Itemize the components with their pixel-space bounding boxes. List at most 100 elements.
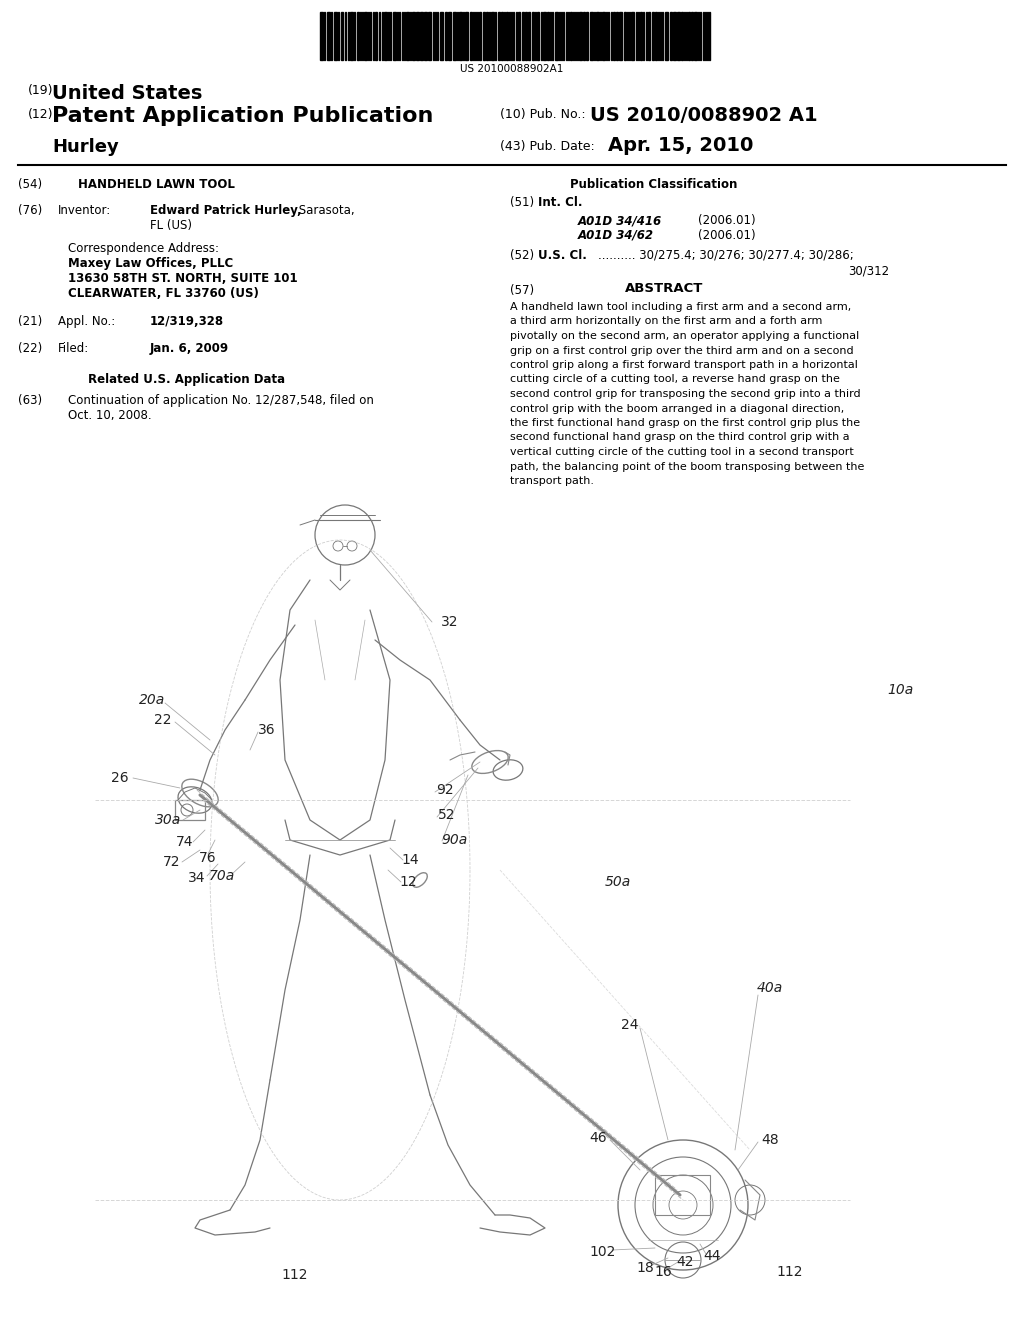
Text: a third arm horizontally on the first arm and a forth arm: a third arm horizontally on the first ar… [510, 317, 822, 326]
Text: 22: 22 [155, 713, 172, 727]
Text: 24: 24 [622, 1018, 639, 1032]
Text: 12/319,328: 12/319,328 [150, 315, 224, 327]
Text: 76: 76 [200, 851, 217, 865]
Text: (52): (52) [510, 249, 535, 261]
Text: Appl. No.:: Appl. No.: [58, 315, 116, 327]
Bar [655, 12, 657, 59]
Bar [327, 12, 330, 59]
Text: (76): (76) [18, 205, 42, 216]
Text: 48: 48 [761, 1133, 779, 1147]
Text: Patent Application Publication: Patent Application Publication [52, 106, 433, 125]
Bar [596, 12, 599, 59]
Bar [532, 12, 534, 59]
Text: A handheld lawn tool including a first arm and a second arm,: A handheld lawn tool including a first a… [510, 302, 851, 312]
Text: control grip with the boom arranged in a diagonal direction,: control grip with the boom arranged in a… [510, 404, 844, 413]
Text: ABSTRACT: ABSTRACT [625, 282, 703, 294]
Text: 44: 44 [703, 1249, 721, 1263]
Text: 72: 72 [163, 855, 181, 869]
Text: US 20100088902A1: US 20100088902A1 [461, 63, 563, 74]
Text: 70a: 70a [209, 869, 236, 883]
Bar [586, 12, 588, 59]
Text: pivotally on the second arm, an operator applying a functional: pivotally on the second arm, an operator… [510, 331, 859, 341]
Bar [590, 12, 593, 59]
Text: Continuation of application No. 12/287,548, filed on: Continuation of application No. 12/287,5… [68, 393, 374, 407]
Text: Maxey Law Offices, PLLC: Maxey Law Offices, PLLC [68, 257, 233, 271]
Bar [319, 12, 323, 59]
Text: 42: 42 [676, 1255, 693, 1269]
Text: Inventor:: Inventor: [58, 205, 112, 216]
Text: (19): (19) [28, 84, 53, 96]
Bar [691, 12, 693, 59]
Text: path, the balancing point of the boom transposing between the: path, the balancing point of the boom tr… [510, 462, 864, 471]
Text: U.S. Cl.: U.S. Cl. [538, 249, 587, 261]
Bar [528, 12, 530, 59]
Bar [384, 12, 387, 59]
Bar [640, 12, 642, 59]
Bar [453, 12, 456, 59]
Text: transport path.: transport path. [510, 477, 594, 486]
Text: 92: 92 [436, 783, 454, 797]
Bar [420, 12, 423, 59]
Text: United States: United States [52, 84, 203, 103]
Bar [652, 12, 654, 59]
Text: Apr. 15, 2010: Apr. 15, 2010 [608, 136, 754, 154]
Bar [412, 12, 415, 59]
Text: 30/312: 30/312 [848, 265, 889, 279]
Bar [579, 12, 582, 59]
Text: A01D 34/62: A01D 34/62 [578, 228, 654, 242]
Bar [406, 12, 409, 59]
Text: CLEARWATER, FL 33760 (US): CLEARWATER, FL 33760 (US) [68, 286, 259, 300]
Bar [175, 800, 205, 820]
Text: the first functional hand grasp on the first control grip plus the: the first functional hand grasp on the f… [510, 418, 860, 428]
Bar [465, 12, 468, 59]
Text: 112: 112 [777, 1265, 803, 1279]
Text: 14: 14 [401, 853, 419, 867]
Bar [670, 12, 672, 59]
Bar [445, 12, 447, 59]
Text: second control grip for transposing the second grip into a third: second control grip for transposing the … [510, 389, 860, 399]
Bar [486, 12, 488, 59]
Text: 12: 12 [399, 875, 417, 888]
Bar [479, 12, 481, 59]
Text: Filed:: Filed: [58, 342, 89, 355]
Text: Jan. 6, 2009: Jan. 6, 2009 [150, 342, 229, 355]
Bar [570, 12, 572, 59]
Bar [428, 12, 431, 59]
Bar [364, 12, 367, 59]
Bar [459, 12, 462, 59]
Bar [470, 12, 472, 59]
Bar [357, 12, 359, 59]
Text: Publication Classification: Publication Classification [570, 178, 737, 191]
Bar [688, 12, 690, 59]
Text: 112: 112 [282, 1269, 308, 1282]
Bar [624, 12, 626, 59]
Bar [449, 12, 451, 59]
Bar [618, 12, 622, 59]
Text: 50a: 50a [605, 875, 631, 888]
Text: Hurley: Hurley [52, 139, 119, 156]
Text: (12): (12) [28, 108, 53, 121]
Bar [681, 12, 683, 59]
Text: (2006.01): (2006.01) [698, 214, 756, 227]
Bar [501, 12, 503, 59]
Text: 52: 52 [438, 808, 456, 822]
Bar [613, 12, 615, 59]
Text: 30a: 30a [155, 813, 181, 828]
Bar [677, 12, 680, 59]
Text: A01D 34/416: A01D 34/416 [578, 214, 663, 227]
Text: Oct. 10, 2008.: Oct. 10, 2008. [68, 409, 152, 422]
Text: 20a: 20a [139, 693, 165, 708]
Bar [665, 12, 668, 59]
Bar [341, 12, 343, 59]
Text: 16: 16 [654, 1265, 672, 1279]
Text: 90a: 90a [442, 833, 468, 847]
Text: FL (US): FL (US) [150, 219, 193, 232]
Bar [537, 12, 539, 59]
Text: US 2010/0088902 A1: US 2010/0088902 A1 [590, 106, 817, 125]
Bar [555, 12, 558, 59]
Bar [506, 12, 508, 59]
Bar [694, 12, 697, 59]
Bar [631, 12, 634, 59]
Text: (2006.01): (2006.01) [698, 228, 756, 242]
Bar [583, 12, 585, 59]
